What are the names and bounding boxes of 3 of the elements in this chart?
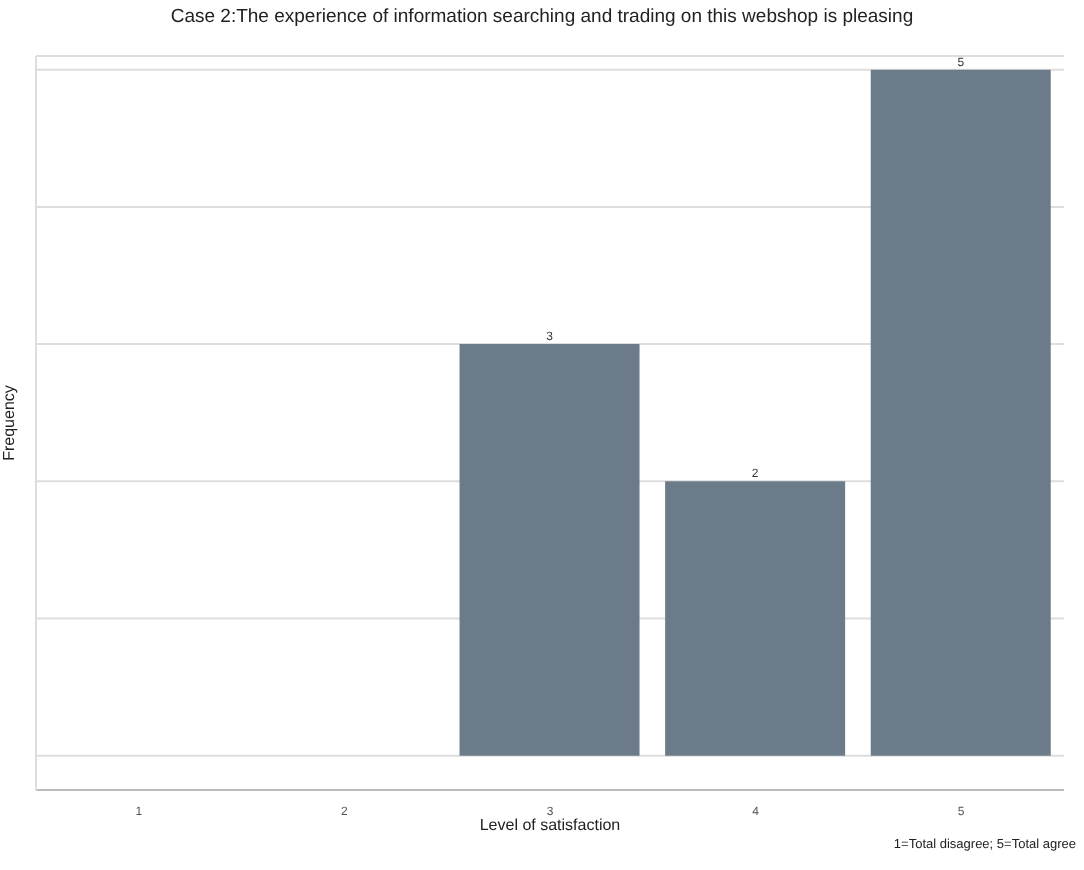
chart-title: Case 2:The experience of information searching and trading on this webshop is pleasing (168, 6, 916, 28)
y-axis-title: Frequency (0, 385, 18, 461)
x-axis-title: Level of satisfaction (479, 816, 621, 834)
